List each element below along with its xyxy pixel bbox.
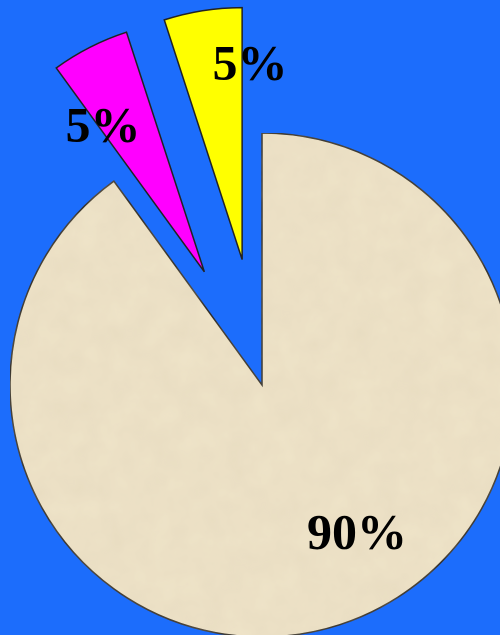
slice-label: 90%	[307, 503, 407, 559]
slice-label: 5%	[66, 96, 141, 152]
slice-label: 5%	[213, 34, 288, 90]
pie-slice	[55, 31, 206, 273]
pie-slice	[163, 6, 243, 260]
pie-slice	[9, 132, 500, 635]
